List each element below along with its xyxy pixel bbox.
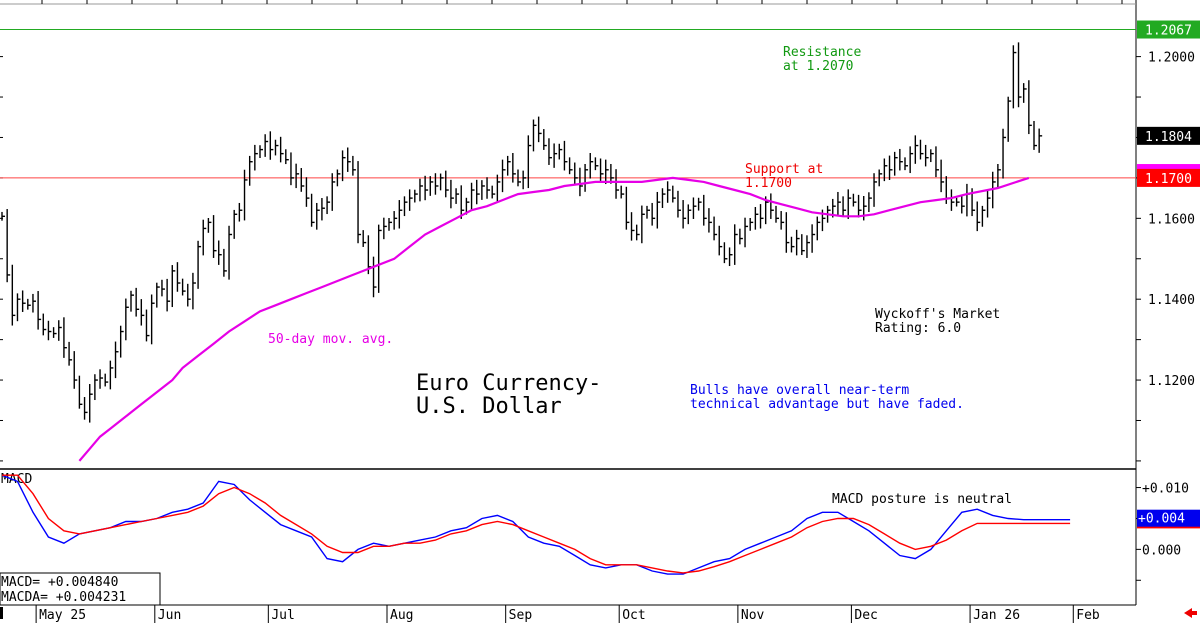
scroll-left-arrow-icon[interactable] [1184,608,1197,618]
support-badge: 1.1700 [1145,172,1192,187]
macd-y-label: +0.010 [1142,482,1189,497]
support-badge-bg [1137,168,1200,187]
macda-readout: MACDA= +0.004231 [1,590,126,605]
macd-series-macd [1,474,1071,575]
resistance-badge-bg [1137,20,1200,39]
support-label: 1.1700 [745,176,792,191]
x-tick-label: May 25 [39,608,86,623]
y-tick-label: 1.1200 [1148,374,1195,389]
ma-badge-bg [1137,164,1200,174]
macd-badge-bg [1137,509,1200,527]
macd-title: MACD [1,472,32,487]
y-tick-label: 1.1600 [1148,212,1195,227]
macd-readout-box [0,572,161,606]
x-tick-label: Jan 26 [973,608,1020,623]
support-label: Support at [745,162,823,177]
macd-badge: +0.004 [1138,512,1185,527]
macd-readout: MACD= +0.004840 [1,575,118,590]
y-tick-label: 1.2000 [1148,51,1195,66]
commentary-text: technical advantage but have faded. [690,397,964,412]
rating-label: Wyckoff's Market [875,307,1000,322]
resistance-label: Resistance [783,45,861,60]
y-tick-label: 1.1400 [1148,293,1195,308]
x-tick-label: Dec [854,608,877,623]
macd-series-macda [2,474,1071,574]
commentary-text: Bulls have overall near-term [690,383,909,398]
last-price-badge-bg [1137,126,1200,145]
ma-label: 50-day mov. avg. [268,332,393,347]
x-tick-label: Nov [741,608,765,623]
last-price-badge: 1.1804 [1145,130,1192,145]
macd-y-label: 0.000 [1142,543,1181,558]
x-axis-start-mark [0,607,3,619]
x-tick-label: Jun [158,608,181,623]
rating-label: Rating: 6.0 [875,321,961,336]
macd-note: MACD posture is neutral [832,492,1012,507]
x-tick-label: Oct [622,608,645,623]
chart-title: U.S. Dollar [416,394,562,419]
x-tick-label: Sep [509,608,533,623]
resistance-label: at 1.2070 [783,59,853,74]
x-tick-label: Feb [1076,608,1100,623]
x-tick-label: Jul [271,608,294,623]
moving-average-line [78,176,1030,462]
x-tick-label: Aug [390,608,413,623]
resistance-badge: 1.2067 [1145,24,1192,39]
chart-title: Euro Currency- [416,371,601,396]
